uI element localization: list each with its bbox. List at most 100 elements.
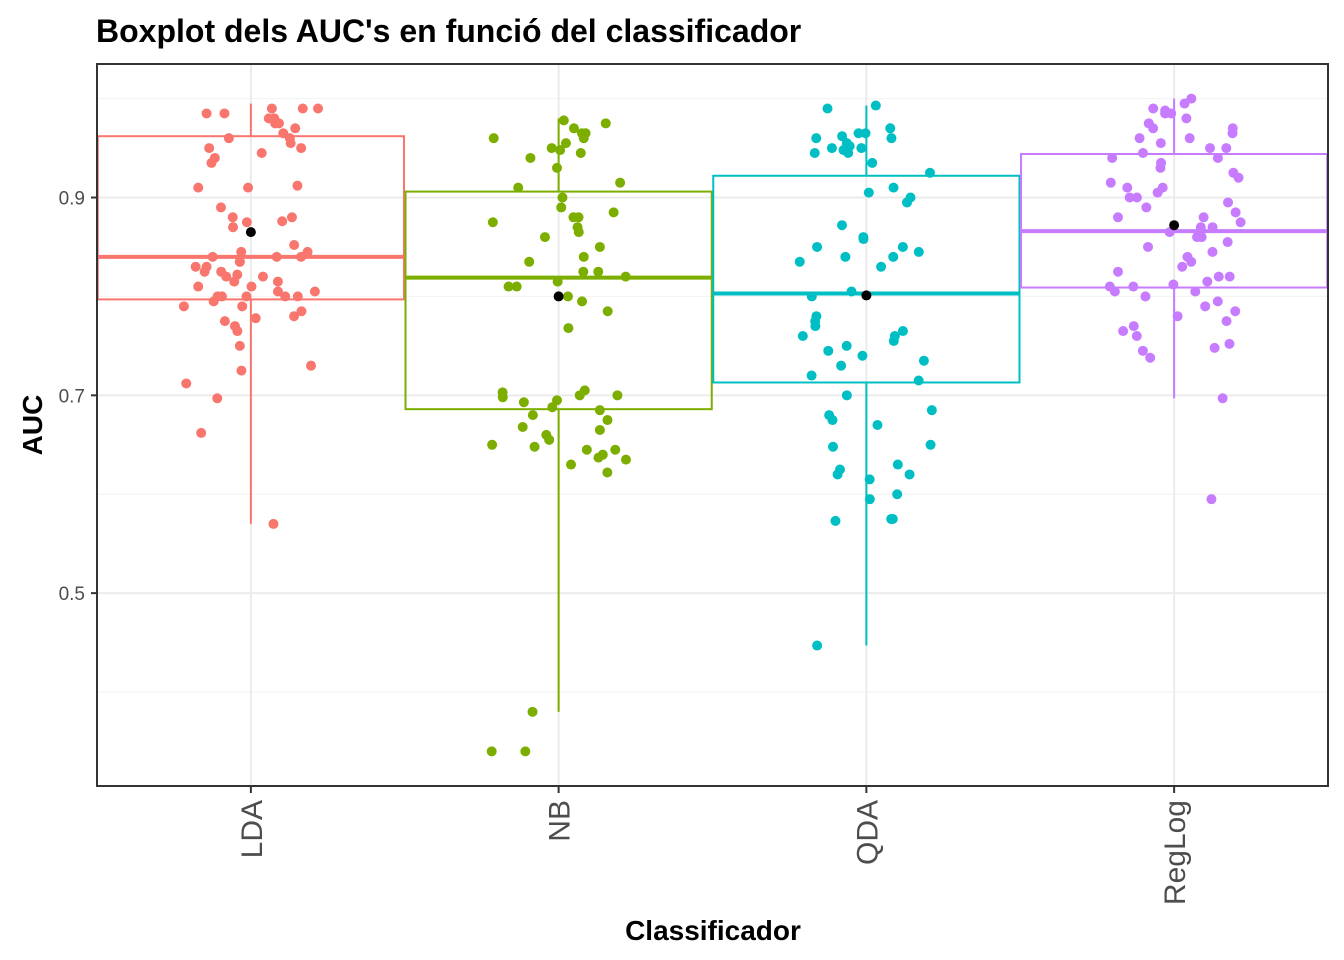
data-point — [600, 118, 611, 129]
data-point — [296, 251, 307, 262]
data-point — [552, 395, 563, 406]
data-point — [212, 393, 223, 404]
data-point — [892, 489, 903, 500]
data-point — [836, 220, 847, 231]
data-point — [266, 103, 277, 114]
data-point — [486, 746, 497, 757]
data-point — [289, 239, 300, 250]
data-point — [602, 467, 613, 478]
data-point — [566, 459, 577, 470]
data-point — [1222, 237, 1233, 248]
plot-panel — [97, 64, 1328, 786]
data-point — [797, 330, 808, 341]
data-point — [313, 103, 324, 114]
data-point — [867, 157, 878, 168]
data-point — [1213, 271, 1224, 282]
data-point — [827, 415, 838, 426]
data-point — [860, 128, 871, 139]
data-point — [1112, 266, 1123, 277]
data-point — [1186, 256, 1197, 267]
data-point — [809, 148, 820, 159]
data-point — [1168, 279, 1179, 290]
x-axis-label: Classificador — [625, 915, 801, 946]
data-point — [297, 103, 308, 114]
data-point — [1148, 123, 1159, 134]
data-point — [811, 133, 822, 144]
points-lda — [178, 103, 324, 529]
data-point — [913, 375, 924, 386]
data-point — [228, 222, 239, 233]
data-point — [885, 123, 896, 134]
data-point — [556, 202, 567, 213]
data-point — [1235, 217, 1246, 228]
data-point — [286, 212, 297, 223]
data-point — [573, 212, 584, 223]
data-point — [1184, 133, 1195, 144]
data-point — [836, 360, 847, 371]
data-point — [864, 474, 875, 485]
chart-title: Boxplot dels AUC's en funció del classif… — [96, 13, 801, 49]
data-point — [546, 143, 557, 154]
data-point — [232, 326, 243, 337]
data-point — [856, 143, 867, 154]
data-point — [1145, 352, 1156, 363]
data-point — [812, 640, 823, 651]
data-point — [518, 397, 529, 408]
data-point — [888, 182, 899, 193]
data-point — [525, 152, 536, 163]
data-point — [1105, 177, 1116, 188]
data-point — [864, 494, 875, 505]
data-point — [250, 313, 261, 324]
data-point — [563, 323, 574, 334]
data-point — [268, 518, 279, 529]
data-point — [497, 392, 508, 403]
data-point — [234, 340, 245, 351]
data-point — [309, 286, 320, 297]
data-point — [503, 281, 514, 292]
data-point — [897, 241, 908, 252]
points-reglog — [1104, 93, 1246, 505]
y-tick-label: 0.7 — [59, 386, 85, 407]
data-point — [190, 261, 201, 272]
data-point — [892, 459, 903, 470]
data-point — [876, 261, 887, 272]
data-point — [232, 269, 243, 280]
data-point — [236, 246, 247, 257]
data-point — [1166, 108, 1177, 119]
data-point — [575, 148, 586, 159]
data-point — [608, 207, 619, 218]
data-point — [620, 454, 631, 465]
data-point — [552, 162, 563, 173]
data-point — [1217, 393, 1228, 404]
data-point — [577, 296, 588, 307]
data-point — [841, 390, 852, 401]
data-point — [918, 355, 929, 366]
data-point — [1195, 222, 1206, 233]
panel-border — [96, 63, 1329, 787]
data-point — [1223, 197, 1234, 208]
data-point — [823, 345, 834, 356]
x-tick-label: RegLog — [1159, 800, 1192, 905]
y-axis-label: AUC — [17, 395, 48, 456]
data-point — [1207, 222, 1218, 233]
data-point — [615, 177, 626, 188]
data-point — [1206, 494, 1217, 505]
data-point — [246, 281, 257, 292]
data-point — [902, 197, 913, 208]
data-point — [832, 469, 843, 480]
box — [404, 190, 713, 411]
data-point — [1141, 202, 1152, 213]
data-point — [280, 291, 291, 302]
data-point — [1177, 261, 1188, 272]
data-point — [1155, 138, 1166, 149]
data-point — [594, 424, 605, 435]
data-point — [1122, 182, 1133, 193]
data-point — [857, 350, 868, 361]
data-point — [196, 427, 207, 438]
data-point — [872, 420, 883, 430]
data-point — [1124, 192, 1135, 203]
data-point — [1224, 338, 1235, 349]
data-point — [840, 251, 851, 262]
data-point — [620, 271, 631, 282]
data-point — [1190, 286, 1201, 297]
